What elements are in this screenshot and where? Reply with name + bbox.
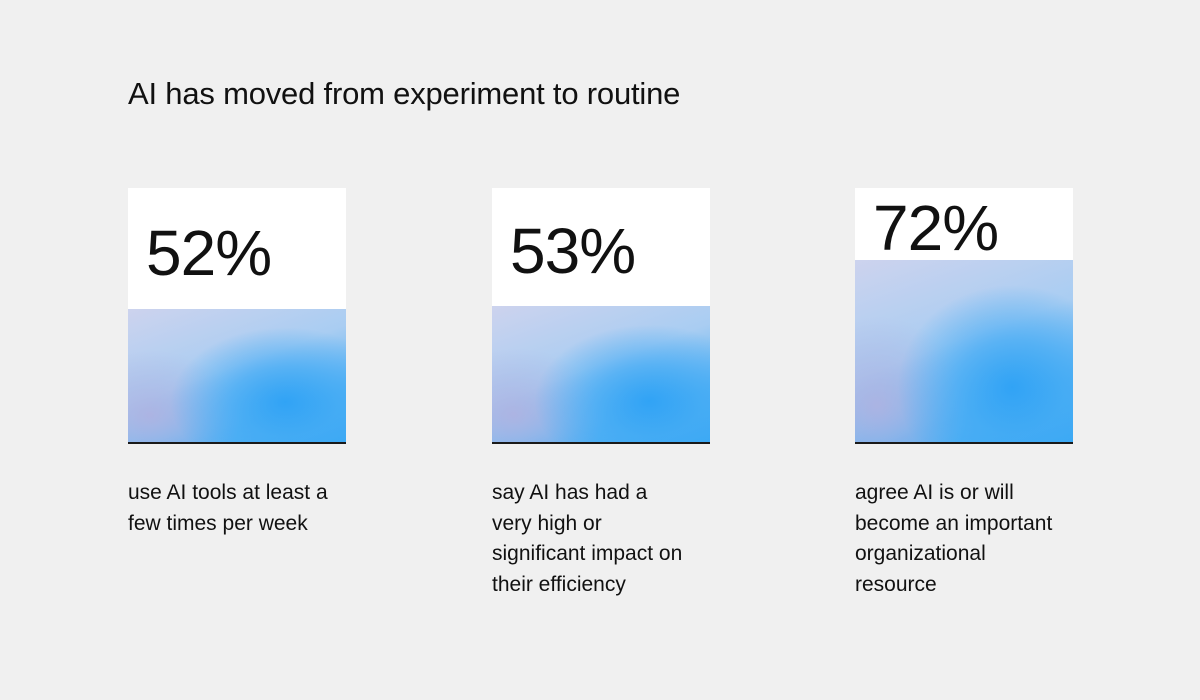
stat-card-organizational-resource: 72% agree AI is or will become an import… bbox=[855, 188, 1073, 600]
stat-value-label: 52% bbox=[146, 217, 272, 289]
stat-bar-fill bbox=[492, 306, 710, 442]
stat-value-label: 72% bbox=[873, 192, 999, 264]
stat-bar-fill bbox=[128, 309, 346, 442]
stat-bar-container: 53% bbox=[492, 188, 710, 444]
stat-value-label: 53% bbox=[510, 215, 636, 287]
stat-bar-fill bbox=[855, 260, 1073, 442]
stat-bar-container: 72% bbox=[855, 188, 1073, 444]
stat-description: use AI tools at least a few times per we… bbox=[128, 481, 328, 535]
stat-card-efficiency-impact: 53% say AI has had a very high or signif… bbox=[492, 188, 710, 600]
stat-card-weekly-usage: 52% use AI tools at least a few times pe… bbox=[128, 188, 346, 539]
stat-bar-container: 52% bbox=[128, 188, 346, 444]
stat-description: say AI has had a very high or significan… bbox=[492, 481, 683, 596]
chart-title: AI has moved from experiment to routine bbox=[128, 76, 681, 111]
stat-description: agree AI is or will become an important … bbox=[855, 481, 1053, 596]
